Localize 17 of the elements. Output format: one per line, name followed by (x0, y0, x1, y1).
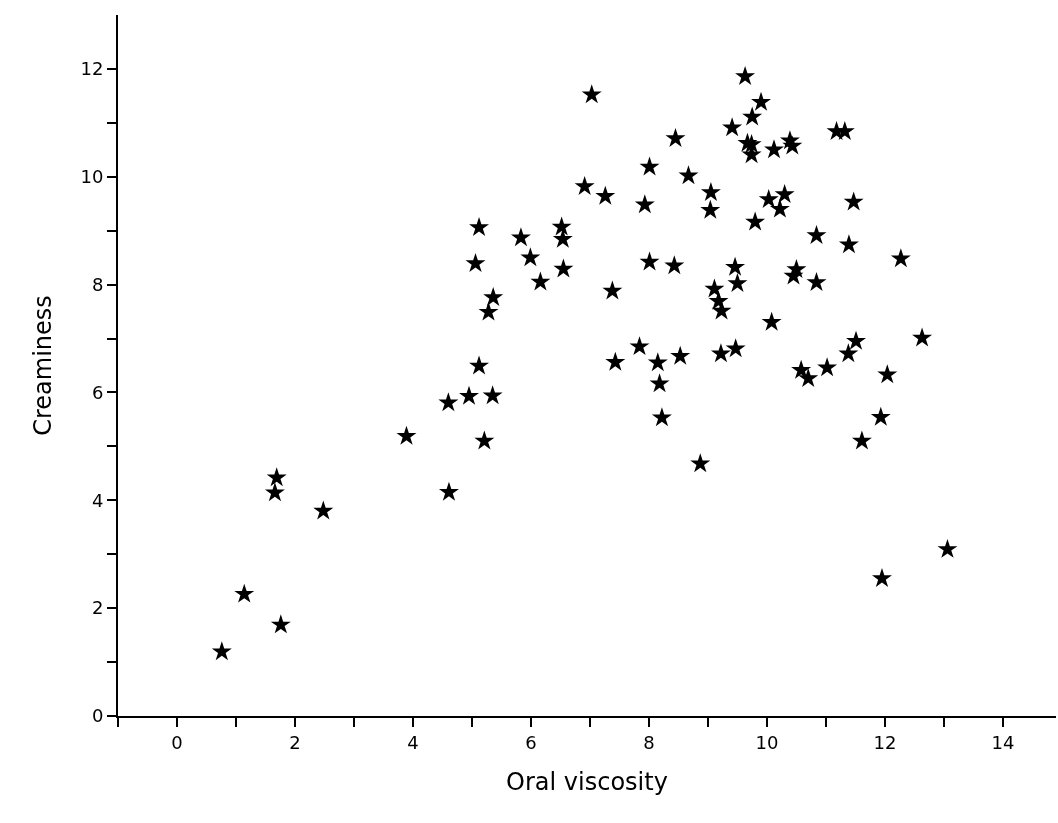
y-axis-title: Creaminess (29, 295, 58, 436)
y-tick-label: 0 (91, 705, 104, 727)
x-tick-label: 12 (873, 731, 897, 753)
y-tick-label: 12 (80, 58, 104, 80)
y-tick-label: 10 (80, 166, 104, 188)
x-tick-label: 8 (643, 731, 655, 753)
x-tick-label: 6 (525, 731, 537, 753)
x-tick-label: 14 (991, 731, 1015, 753)
x-axis-title: Oral viscosity (506, 768, 668, 797)
x-tick-label: 0 (171, 731, 183, 753)
x-tick-label: 2 (289, 731, 301, 753)
y-tick-label: 2 (91, 597, 104, 619)
x-tick-label: 4 (407, 731, 419, 753)
y-tick-label: 8 (91, 273, 104, 295)
y-tick-label: 4 (91, 489, 104, 511)
y-tick-label: 6 (91, 381, 104, 403)
x-tick-label: 10 (755, 731, 779, 753)
